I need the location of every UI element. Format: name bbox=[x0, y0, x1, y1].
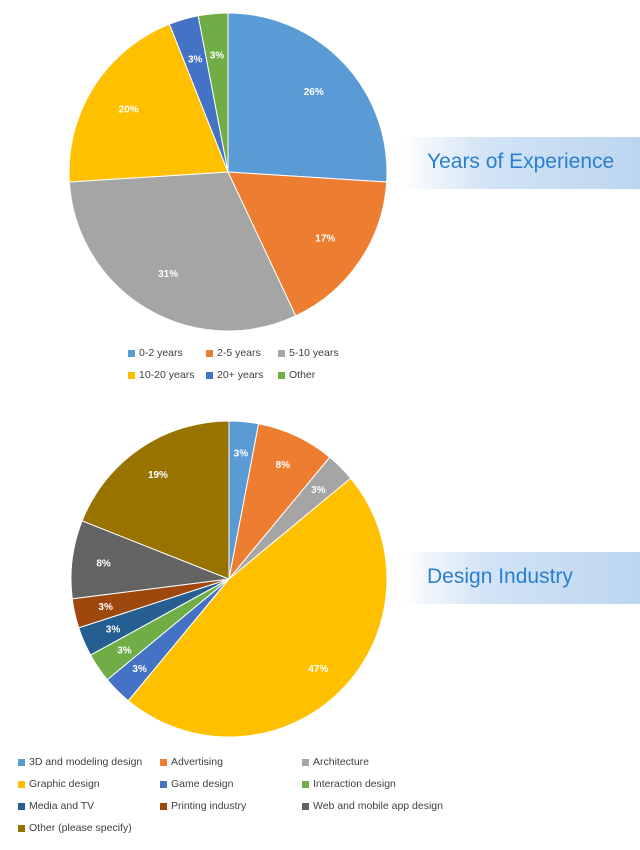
legend-label: Printing industry bbox=[171, 800, 247, 812]
legend-label: 0-2 years bbox=[139, 347, 183, 359]
data-label-architecture: 3% bbox=[311, 485, 326, 496]
pie-slice-other-please-specify bbox=[81, 420, 230, 580]
data-label-0-2-years: 26% bbox=[304, 87, 324, 98]
legend-label: Other (please specify) bbox=[29, 822, 132, 834]
pie-slice-2-5-years bbox=[227, 171, 388, 317]
legend-swatch bbox=[18, 824, 25, 832]
data-label-web-and-mobile-app-design: 8% bbox=[96, 559, 111, 570]
legend-swatch bbox=[206, 371, 213, 379]
legend-item-web-and-mobile-app-design: Web and mobile app design bbox=[302, 800, 443, 812]
pie-slice-5-10-years bbox=[68, 171, 297, 332]
legend-swatch bbox=[18, 780, 25, 788]
legend-item-5-10-years: 5-10 years bbox=[278, 347, 339, 359]
legend-swatch bbox=[18, 758, 25, 766]
legend-label: 2-5 years bbox=[217, 347, 261, 359]
legend-label: Architecture bbox=[313, 756, 370, 768]
legend-swatch bbox=[302, 780, 309, 788]
legend-label: Interaction design bbox=[313, 778, 396, 790]
legend-swatch bbox=[278, 371, 285, 379]
legend-label: Other bbox=[289, 369, 316, 381]
data-label-3d-and-modeling-design: 3% bbox=[234, 449, 249, 460]
pie-slice-other bbox=[197, 12, 229, 173]
legend-item-other: Other bbox=[278, 369, 315, 381]
data-label-2-5-years: 17% bbox=[315, 234, 335, 245]
data-label-5-10-years: 31% bbox=[158, 269, 178, 280]
legend-label: 5-10 years bbox=[289, 347, 339, 359]
legend-item-other-please-specify: Other (please specify) bbox=[18, 822, 132, 834]
legend-swatch bbox=[302, 802, 309, 810]
legend-item-2-5-years: 2-5 years bbox=[206, 347, 261, 359]
legend-swatch bbox=[160, 780, 167, 788]
data-label-other-please-specify: 19% bbox=[148, 470, 168, 481]
legend-item-10-20-years: 10-20 years bbox=[128, 369, 194, 381]
legend-label: Advertising bbox=[171, 756, 223, 768]
legend-swatch bbox=[206, 349, 213, 357]
legend-label: Media and TV bbox=[29, 800, 95, 812]
legend-item-graphic-design: Graphic design bbox=[18, 778, 100, 790]
legend-swatch bbox=[18, 802, 25, 810]
legend-swatch bbox=[278, 349, 285, 357]
title-banner-industry bbox=[400, 552, 640, 604]
pie-slice-10-20-years bbox=[68, 23, 229, 183]
legend-item-0-2-years: 0-2 years bbox=[128, 347, 183, 359]
data-label-printing-industry: 3% bbox=[98, 602, 113, 613]
legend-item-game-design: Game design bbox=[160, 778, 233, 790]
legend-label: Game design bbox=[171, 778, 234, 790]
pie-industry: 3%8%3%47%3%3%3%3%8%19% bbox=[70, 420, 388, 738]
data-label-other: 3% bbox=[210, 50, 225, 61]
data-label-game-design: 3% bbox=[132, 664, 147, 675]
legend-item-architecture: Architecture bbox=[302, 756, 369, 768]
legend-label: 3D and modeling design bbox=[29, 756, 143, 768]
data-label-20-years: 3% bbox=[188, 55, 203, 66]
data-label-interaction-design: 3% bbox=[117, 646, 132, 657]
legend-item-3d-and-modeling-design: 3D and modeling design bbox=[18, 756, 142, 768]
legend-label: 20+ years bbox=[217, 369, 264, 381]
legend-item-20-years: 20+ years bbox=[206, 369, 263, 381]
data-label-graphic-design: 47% bbox=[308, 664, 328, 675]
chart-title-experience: Years of Experience bbox=[427, 150, 615, 173]
legend-label: Web and mobile app design bbox=[313, 800, 443, 812]
pie-slice-0-2-years bbox=[227, 12, 388, 183]
legend-label: Graphic design bbox=[29, 778, 100, 790]
legend-swatch bbox=[160, 802, 167, 810]
chart-title-industry: Design Industry bbox=[427, 565, 573, 588]
data-label-media-and-tv: 3% bbox=[106, 625, 121, 636]
legend-swatch bbox=[128, 349, 135, 357]
legend-item-media-and-tv: Media and TV bbox=[18, 800, 94, 812]
legend-item-interaction-design: Interaction design bbox=[302, 778, 396, 790]
title-banner-experience bbox=[400, 137, 640, 189]
data-label-advertising: 8% bbox=[276, 460, 291, 471]
data-label-10-20-years: 20% bbox=[119, 104, 139, 115]
legend-item-advertising: Advertising bbox=[160, 756, 223, 768]
legend-swatch bbox=[160, 758, 167, 766]
legend-swatch bbox=[302, 758, 309, 766]
legend-item-printing-industry: Printing industry bbox=[160, 800, 246, 812]
pie-slice-graphic-design bbox=[127, 477, 388, 738]
pie-experience: 26% 17% 31% 20% 3% 3% bbox=[68, 12, 388, 332]
legend-label: 10-20 years bbox=[139, 369, 195, 381]
legend-swatch bbox=[128, 371, 135, 379]
